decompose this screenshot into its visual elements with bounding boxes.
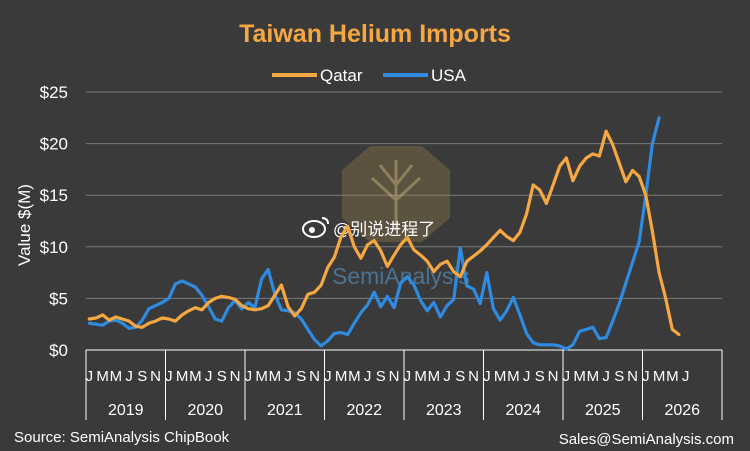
x-tick-label: N [230, 368, 241, 385]
x-tick-label: N [627, 368, 638, 385]
y-tick-label: $10 [40, 238, 68, 257]
chart-title: Taiwan Helium Imports [239, 20, 511, 48]
legend-label-usa: USA [431, 66, 467, 85]
x-tick-label: M [96, 368, 109, 385]
x-tick-label: M [176, 368, 189, 385]
y-tick-label: $20 [40, 135, 68, 154]
x-tick-label: J [602, 368, 610, 385]
x-tick-label: S [217, 368, 227, 385]
x-tick-label: J [364, 368, 372, 385]
x-tick-label: J [245, 368, 253, 385]
x-tick-label: M [348, 368, 361, 385]
x-tick-label: M [573, 368, 586, 385]
gridlines: $0 $5 $10 $15 $20 $25 [40, 83, 722, 360]
weibo-handle: @别说进程了 [333, 220, 435, 239]
x-tick-label: J [165, 368, 173, 385]
semianalysis-logo-icon [342, 146, 450, 242]
x-tick-label: S [455, 368, 465, 385]
x-tick-label: J [284, 368, 292, 385]
y-tick-label: $25 [40, 83, 68, 102]
y-tick-label: $5 [49, 289, 68, 308]
year-label: 2024 [505, 402, 541, 419]
x-tick-label: M [269, 368, 282, 385]
x-tick-label: S [614, 368, 624, 385]
x-tick-label: J [86, 368, 94, 385]
x-tick-label: S [296, 368, 306, 385]
x-tick-label: J [642, 368, 650, 385]
x-tick-label: S [535, 368, 545, 385]
x-tick-label: S [137, 368, 147, 385]
x-tick-label: M [189, 368, 202, 385]
x-tick-label: M [255, 368, 268, 385]
contact-email: Sales@SemiAnalysis.com [559, 431, 734, 448]
year-label: 2020 [187, 402, 223, 419]
year-label: 2022 [346, 402, 382, 419]
x-tick-label: J [205, 368, 213, 385]
legend: Qatar USA [272, 66, 467, 85]
x-tick-label: N [548, 368, 559, 385]
x-tick-label: N [309, 368, 320, 385]
legend-label-qatar: Qatar [320, 66, 363, 85]
y-tick-label: $0 [49, 341, 68, 360]
series-layer [87, 116, 681, 351]
year-label: 2025 [585, 402, 621, 419]
weibo-icon [302, 217, 329, 238]
x-tick-label: J [404, 368, 412, 385]
x-tick-label: N [389, 368, 400, 385]
x-tick-label: J [324, 368, 332, 385]
x-tick-label: J [563, 368, 571, 385]
x-tick-label: J [125, 368, 133, 385]
year-label: 2021 [267, 402, 303, 419]
x-tick-label: M [666, 368, 679, 385]
x-tick-label: M [494, 368, 507, 385]
x-tick-label: M [587, 368, 600, 385]
x-tick-label: N [468, 368, 479, 385]
series-line-usa [87, 116, 661, 351]
x-tick-label: M [507, 368, 520, 385]
x-tick-label: N [150, 368, 161, 385]
x-tick-label: M [653, 368, 666, 385]
source-note: Source: SemiAnalysis ChipBook [14, 429, 230, 446]
x-tick-label: M [428, 368, 441, 385]
x-tick-label: M [335, 368, 348, 385]
year-label: 2019 [108, 402, 144, 419]
year-label: 2023 [426, 402, 462, 419]
x-tick-label: J [682, 368, 690, 385]
x-tick-label: S [376, 368, 386, 385]
x-tick-label: J [523, 368, 531, 385]
series-line-qatar [87, 129, 681, 337]
y-tick-label: $15 [40, 186, 68, 205]
x-tick-label: J [443, 368, 451, 385]
x-tick-label: J [483, 368, 491, 385]
x-tick-label: M [414, 368, 427, 385]
year-label: 2026 [664, 402, 700, 419]
weibo-watermark: @别说进程了 [302, 217, 435, 239]
y-axis-label: Value $(M) [15, 184, 34, 266]
x-tick-label: M [110, 368, 123, 385]
